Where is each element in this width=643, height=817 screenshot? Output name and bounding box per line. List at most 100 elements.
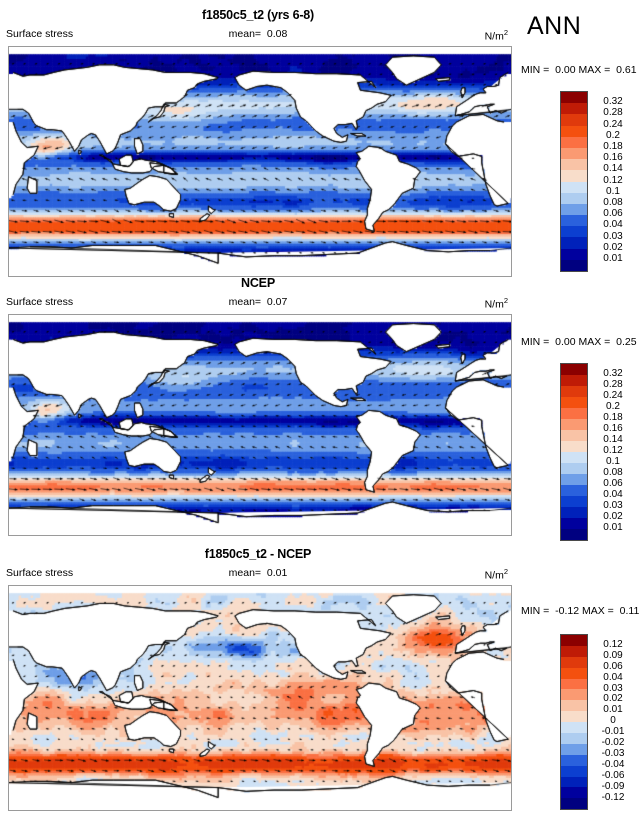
colorbar-band xyxy=(561,711,587,723)
colorbar-tick: 0.04 xyxy=(603,489,623,500)
colorbar-band xyxy=(561,259,587,271)
min-label: MIN = xyxy=(521,64,550,76)
panel-subheader: Surface stress mean= 0.07 N/m2 xyxy=(0,296,516,311)
colorbar-band xyxy=(561,386,587,397)
colorbar-band xyxy=(561,689,587,701)
max-value: 0.25 xyxy=(616,336,637,348)
colorbar-band xyxy=(561,192,587,204)
colorbar-band xyxy=(561,635,587,646)
colorbar-band xyxy=(561,375,587,386)
colorbar-band xyxy=(561,203,587,216)
max-value: 0.61 xyxy=(616,64,637,76)
colorbar-tick: 0 xyxy=(610,715,616,727)
colorbar-tick: 0.2 xyxy=(606,129,620,141)
colorbar-band xyxy=(561,248,587,260)
map-canvas xyxy=(9,47,511,276)
colorbar-band xyxy=(561,743,587,755)
colorbar-band xyxy=(561,215,587,227)
colorbar-tick: -0.03 xyxy=(601,747,625,759)
colorbar-band xyxy=(561,798,587,810)
units-base: N/m xyxy=(484,569,504,582)
colorbar-band xyxy=(561,125,587,137)
variable-label: Surface stress xyxy=(6,567,74,579)
colorbar-band xyxy=(561,92,587,104)
colorbar-band xyxy=(561,678,587,690)
colorbar-tick: 0.12 xyxy=(603,174,623,186)
colorbar-band xyxy=(561,103,587,115)
colorbar-tick: 0.14 xyxy=(603,163,623,175)
colorbar-tick: 0.28 xyxy=(603,107,623,119)
colorbar-tick: 0.06 xyxy=(603,478,623,489)
season-label: ANN xyxy=(527,12,582,40)
min-value: -0.12 xyxy=(555,605,580,617)
panel-subheader: Surface stress mean= 0.08 N/m2 xyxy=(0,28,516,43)
colorbar-tick: 0.12 xyxy=(603,445,623,456)
mean-readout: mean= 0.01 xyxy=(0,567,516,579)
max-label: MAX = xyxy=(578,336,611,348)
colorbar-band xyxy=(561,776,587,788)
variable-label: Surface stress xyxy=(6,296,74,308)
mean-label: mean= xyxy=(228,567,262,579)
colorbar-band xyxy=(561,441,587,452)
colorbar-band xyxy=(561,408,587,419)
max-value: 0.11 xyxy=(619,605,640,617)
colorbar-tick: -0.06 xyxy=(601,769,625,781)
colorbar-tick: 0.03 xyxy=(603,500,623,511)
colorbar-tick: -0.02 xyxy=(601,737,625,748)
colorbar-tick: 0.24 xyxy=(603,118,623,130)
colorbar-swatches xyxy=(560,91,588,273)
colorbar-tick: 0.14 xyxy=(603,434,623,445)
colorbar-band xyxy=(561,237,587,249)
minmax-readout-1: MIN = 0.00 MAX = 0.61 xyxy=(521,64,637,76)
colorbar-tick: 0.02 xyxy=(603,241,623,253)
colorbar-tick: 0.16 xyxy=(603,423,623,434)
colorbar-tick: 0.02 xyxy=(603,511,623,522)
colorbar-tick: -0.12 xyxy=(601,791,625,803)
colorbar-band xyxy=(561,765,587,777)
min-label: MIN = xyxy=(521,336,550,348)
colorbar-tick: 0.04 xyxy=(603,219,623,231)
minmax-readout-2: MIN = 0.00 MAX = 0.25 xyxy=(521,336,637,348)
colorbar-band xyxy=(561,754,587,766)
colorbar-band xyxy=(561,136,587,148)
colorbar-band xyxy=(561,452,587,463)
colorbar-tick: 0.32 xyxy=(603,96,623,108)
colorbar-tick: 0.03 xyxy=(603,682,623,694)
colorbar-tick: 0.09 xyxy=(603,649,623,661)
colorbar-band xyxy=(561,645,587,657)
colorbar-band xyxy=(561,485,587,496)
colorbar-band xyxy=(561,529,587,540)
colorbar-tick: 0.1 xyxy=(606,185,620,197)
max-label: MAX = xyxy=(578,64,611,76)
min-label: MIN = xyxy=(521,605,550,617)
min-value: 0.00 xyxy=(555,64,576,76)
colorbar-tick: 0.08 xyxy=(603,197,623,208)
colorbar-band xyxy=(561,733,587,744)
colorbar-tick: -0.04 xyxy=(601,758,625,770)
map-canvas xyxy=(9,586,511,810)
colorbar-tick: 0.02 xyxy=(603,693,623,705)
units-exponent: 2 xyxy=(503,28,508,37)
colorbar-swatches xyxy=(560,634,588,811)
colorbar-band xyxy=(561,226,587,238)
variable-label: Surface stress xyxy=(6,28,74,40)
mean-value: 0.07 xyxy=(266,296,288,308)
colorbar-tick: 0.01 xyxy=(603,522,623,533)
colorbar-band xyxy=(561,787,587,799)
panel-title: NCEP xyxy=(241,276,275,290)
colorbar-band xyxy=(561,114,587,126)
map-plot-obs xyxy=(8,314,512,536)
mean-value: 0.08 xyxy=(266,28,288,40)
units-base: N/m xyxy=(484,298,504,311)
units-base: N/m xyxy=(484,30,504,43)
colorbar-band xyxy=(561,496,587,507)
colorbar-band xyxy=(561,700,587,712)
colorbar-tick: 0.06 xyxy=(603,208,623,220)
panel-subheader: Surface stress mean= 0.01 N/m2 xyxy=(0,567,516,582)
colorbar-tick: 0.12 xyxy=(603,638,623,650)
colorbar-band xyxy=(561,518,587,529)
colorbar-tick: 0.03 xyxy=(603,230,623,242)
colorbar-band xyxy=(561,507,587,518)
colorbar-tick: 0.32 xyxy=(603,368,623,379)
mean-value: 0.01 xyxy=(266,567,288,579)
